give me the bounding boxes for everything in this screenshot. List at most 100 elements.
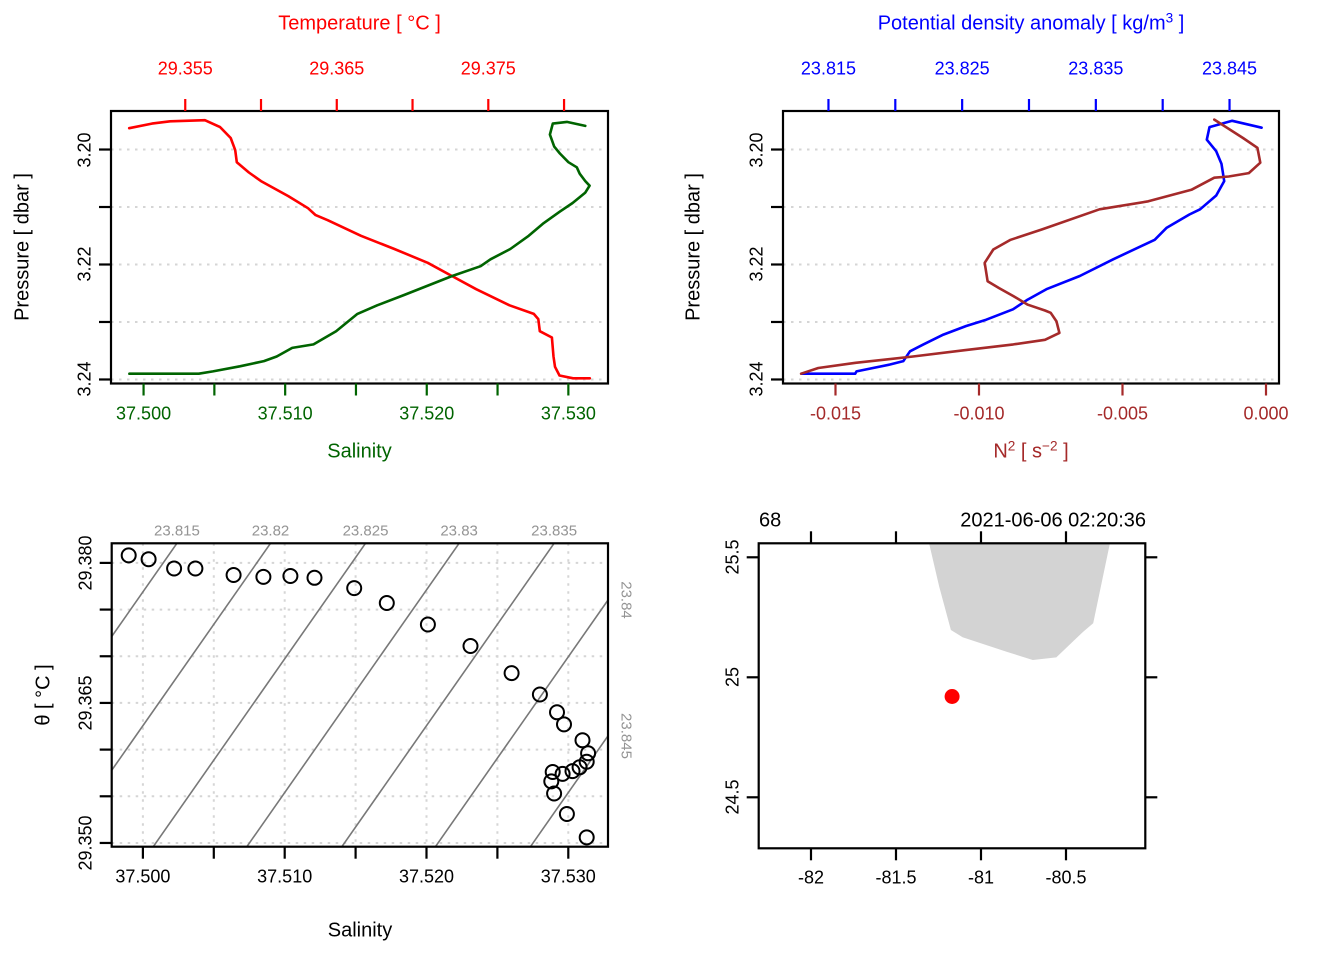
superscript: 3	[1165, 10, 1174, 26]
tick-label: 23.815	[800, 58, 856, 79]
superscript: −2	[1042, 438, 1058, 454]
isopycnal-contour-23.84	[434, 598, 608, 847]
label-text: /	[1143, 12, 1149, 35]
potential-density-anomaly-curve	[800, 119, 1263, 375]
tick-label: 29.380	[75, 535, 96, 591]
tick-label: -80.5	[1045, 867, 1087, 888]
ts-data-point	[282, 568, 299, 584]
ts-data-point	[531, 686, 548, 703]
ts-data-point	[378, 595, 395, 611]
tick-label: 23.835	[1068, 58, 1124, 79]
ts-data-point	[544, 764, 561, 780]
ts-data-point	[419, 616, 436, 633]
tick-label: 3.20	[746, 131, 767, 168]
density-axis-title: Potential density anomaly [ kg/m3 ]	[877, 10, 1185, 36]
tick-label: 29.365	[309, 58, 365, 79]
tick-label: 3.22	[746, 246, 767, 283]
pressure-axis-title-right: Pressure [ dbar ]	[682, 173, 705, 321]
tick-label: 23.84	[617, 581, 635, 619]
station-timestamp: 2021-06-06 02:20:36	[960, 509, 1146, 532]
tick-label: 23.83	[440, 522, 478, 540]
ts-data-point	[346, 580, 363, 597]
ts-data-point	[503, 665, 520, 682]
tick-label: 29.375	[460, 58, 516, 79]
isopycnal-contour-23.82	[111, 543, 272, 772]
salinity-axis-title-top-panel: Salinity	[327, 440, 392, 463]
temperature-axis-title: Temperature [ °C ]	[278, 12, 441, 35]
isopycnal-contour-23.825	[152, 543, 367, 847]
tick-label: -0.010	[953, 403, 1005, 423]
salinity-curve	[128, 120, 591, 375]
plot-box	[110, 542, 610, 848]
isopycnal-contour-23.835	[340, 543, 556, 847]
ts-data-point	[556, 716, 572, 733]
ts-data-point	[543, 773, 560, 790]
temperature-curve	[127, 118, 592, 380]
tick-label: 37.530	[540, 866, 596, 887]
tick-label: 23.845	[617, 712, 635, 759]
tick-label: 0.000	[1243, 403, 1289, 423]
superscript: 2	[1007, 438, 1016, 454]
tick-label: 29.365	[75, 675, 96, 731]
tick-label: 29.350	[75, 815, 96, 871]
tick-label: 24.5	[722, 779, 743, 815]
tick-label: 3.22	[74, 246, 95, 283]
station-location-dot	[944, 688, 960, 704]
land-polygon	[929, 543, 1110, 660]
tick-label: 37.500	[115, 866, 171, 887]
theta-axis-title: θ [ °C ]	[32, 664, 55, 726]
salinity-axis-title-ts-panel: Salinity	[327, 919, 393, 942]
tick-label: 37.520	[398, 866, 455, 887]
pressure-axis-title-left: Pressure [ dbar ]	[11, 173, 34, 321]
ts-data-point	[187, 560, 204, 577]
label-text: [ s	[1015, 440, 1043, 463]
ts-data-point	[580, 745, 597, 762]
tick-label: 23.835	[531, 522, 578, 540]
tick-label: 23.825	[934, 58, 990, 79]
ts-data-point	[306, 569, 323, 586]
n2-axis-title: N2 [ s−2 ]	[993, 438, 1069, 464]
plot-box	[757, 542, 1147, 850]
isopycnal-contour-23.83	[245, 543, 461, 847]
ts-data-point	[166, 560, 183, 577]
tick-label: 37.520	[399, 403, 455, 423]
ts-data-point	[554, 765, 571, 782]
tick-label: 37.500	[116, 403, 172, 423]
tick-label: 3.20	[74, 131, 95, 168]
tick-label: -0.005	[1096, 403, 1149, 423]
tick-label: 23.815	[153, 522, 200, 540]
tick-label: 3.24	[74, 361, 95, 397]
label-text: N	[993, 440, 1008, 463]
ts-data-point	[558, 806, 575, 822]
ts-data-point	[120, 547, 137, 564]
tick-label: 23.825	[342, 522, 389, 540]
tick-label: -82	[797, 867, 824, 888]
label-text: ]	[1173, 12, 1185, 35]
ts-data-point	[462, 638, 479, 654]
ts-data-point	[549, 704, 565, 721]
tick-label: 23.845	[1202, 58, 1258, 79]
tick-label: 37.510	[257, 403, 313, 423]
isopycnal-contour-23.845	[529, 734, 608, 847]
tick-label: 37.530	[540, 403, 596, 423]
ts-data-point	[140, 551, 157, 568]
ts-data-point	[574, 732, 591, 749]
label-text: Potential density anomaly [ kg	[877, 12, 1144, 35]
label-text: ]	[1057, 440, 1069, 463]
isopycnal-contour-23.815	[111, 543, 178, 638]
tick-label: 23.82	[251, 522, 290, 540]
tick-label: 3.24	[746, 361, 767, 397]
tick-label: -81	[967, 867, 994, 888]
plot-box	[781, 109, 1281, 385]
tick-label: -0.015	[809, 403, 862, 423]
tick-label: 37.510	[257, 866, 313, 887]
ts-data-point	[255, 568, 272, 585]
station-number: 68	[759, 509, 782, 532]
ts-data-point	[225, 567, 242, 583]
plot-box	[109, 109, 610, 385]
tick-label: -81.5	[875, 867, 917, 888]
n2-stability-curve	[799, 118, 1262, 375]
ts-data-point	[564, 763, 581, 780]
